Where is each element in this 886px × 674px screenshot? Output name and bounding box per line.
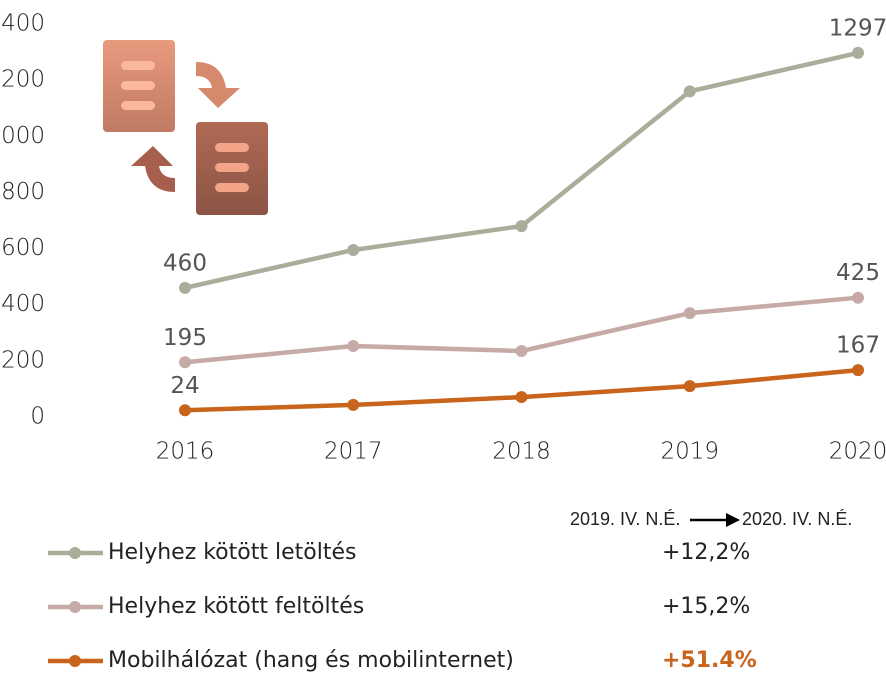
- change-value: +12,2%: [662, 540, 750, 565]
- swap-icon: [103, 40, 268, 215]
- data-point: [179, 281, 191, 294]
- data-label: 24: [170, 373, 199, 399]
- legend-marker: [69, 655, 81, 667]
- data-point: [347, 398, 360, 411]
- y-tick-label: 1000: [0, 123, 45, 149]
- y-tick-label: 800: [1, 179, 45, 205]
- legend-marker: [69, 601, 81, 613]
- legend-label: Helyhez kötött feltöltés: [108, 594, 364, 619]
- data-point: [683, 380, 696, 393]
- y-tick-label: 1400: [0, 11, 45, 37]
- change-value: +51.4%: [662, 648, 757, 673]
- data-label: 1297: [829, 15, 886, 41]
- data-label: 460: [163, 250, 207, 276]
- data-point: [515, 391, 528, 404]
- data-label: 425: [836, 260, 880, 286]
- x-tick-label: 2018: [492, 439, 551, 465]
- y-tick-label: 0: [30, 404, 45, 430]
- legend-marker: [69, 547, 81, 559]
- y-tick-label: 200: [1, 347, 45, 373]
- x-tick-label: 2019: [660, 439, 719, 465]
- data-point: [515, 345, 528, 358]
- series-line: [184, 50, 859, 291]
- data-point: [347, 243, 360, 256]
- data-label: 167: [836, 333, 880, 359]
- change-value: +15,2%: [662, 594, 750, 619]
- data-point: [179, 356, 191, 369]
- series-line: [184, 367, 859, 413]
- data-point: [347, 339, 360, 352]
- x-tick-label: 2016: [156, 439, 215, 465]
- data-point: [852, 364, 864, 377]
- x-tick-label: 2020: [829, 439, 886, 465]
- x-tick-label: 2017: [324, 439, 383, 465]
- data-point: [852, 46, 864, 59]
- legend-label: Helyhez kötött letöltés: [108, 540, 356, 565]
- data-point: [179, 404, 191, 417]
- data-point: [683, 85, 696, 98]
- y-tick-label: 1200: [0, 67, 45, 93]
- data-label: 195: [163, 325, 207, 351]
- header-to: 2020. IV. N.É.: [742, 509, 852, 529]
- header-from: 2019. IV. N.É.: [570, 509, 680, 529]
- change-header: 2019. IV. N.É. 2020. IV. N.É.: [570, 509, 852, 529]
- data-point: [515, 220, 528, 233]
- data-point: [683, 307, 696, 320]
- y-tick-label: 600: [1, 235, 45, 261]
- legend-label: Mobilhálózat (hang és mobilinternet): [108, 648, 514, 673]
- y-tick-label: 400: [1, 291, 45, 317]
- data-point: [852, 291, 864, 304]
